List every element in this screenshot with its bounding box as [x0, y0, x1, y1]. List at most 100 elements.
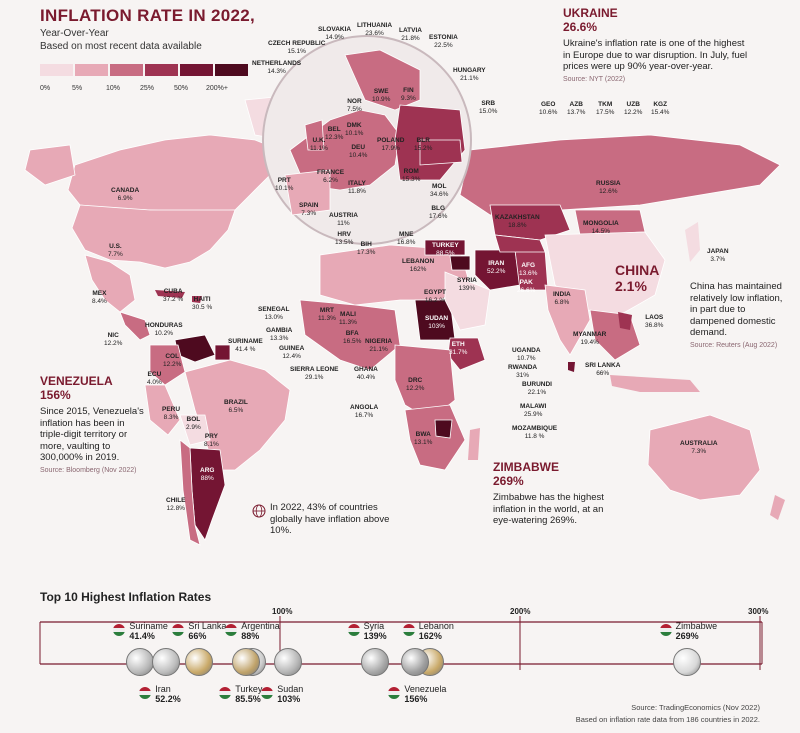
label-iran: IRAN 52.2% [487, 260, 506, 275]
coin-name: Turkey [235, 684, 263, 694]
label-brazil: BRAZIL 6.5% [224, 399, 248, 414]
coin-value: 162% [418, 631, 442, 641]
footer-source: Source: TradingEconomics (Nov 2022) [631, 703, 760, 712]
label-chile: CHILE 12.8% [166, 497, 186, 512]
label-azb: AZB 13.7% [567, 101, 586, 116]
label-geo: GEO 10.6% [539, 101, 558, 116]
flag-icon-syria [347, 624, 360, 636]
coin-iran [152, 648, 181, 676]
colombia-shape [149, 344, 186, 386]
label-mne: MNE 16.8% [397, 231, 416, 246]
label-sudan: SUDAN 103% [425, 315, 449, 330]
label-eth: ETH 31.7% [449, 341, 468, 356]
russia-shape [459, 134, 781, 216]
coin-label-suriname: Suriname 41.4% [129, 621, 168, 641]
sri-lanka-shape [568, 362, 575, 372]
label-uzb: UZB 12.2% [624, 101, 643, 116]
label-sri-lanka: SRI LANKA 66% [585, 362, 621, 377]
coin-label-argentina: Argentina 88% [241, 621, 280, 641]
label-slovakia: SLOVAKIA 14.9% [318, 26, 352, 41]
coin-name: Zimbabwe [675, 621, 718, 631]
west-africa-shape [299, 299, 401, 371]
canada-shape [67, 134, 281, 213]
label-drc: DRC 12.2% [406, 377, 425, 392]
top10-title: Top 10 Highest Inflation Rates [40, 590, 212, 604]
label-bwa: BWA 13.1% [414, 431, 433, 446]
label-nic: NIC 12.2% [104, 332, 123, 347]
callout-venezuela-name: VENEZUELA [40, 374, 113, 388]
label-col: COL 12.2% [163, 353, 182, 368]
coin-label-sri-lanka: Sri Lanka 66% [188, 621, 226, 641]
label-prt: PRT 10.1% [275, 177, 294, 192]
flag-icon-lebanon [402, 624, 415, 636]
label-hrv: HRV 13.5% [335, 231, 354, 246]
label-turkey: TURKEY 88.5% [432, 242, 459, 257]
label-laos: LAOS 36.8% [645, 314, 664, 329]
callout-china-text: China has maintained relatively low infl… [690, 281, 783, 338]
coin-sudan [274, 648, 303, 676]
label-nor: NOR 7.5% [347, 98, 362, 113]
coin-name: Suriname [129, 621, 168, 631]
label-guinea: GUINEA 12.4% [279, 345, 305, 360]
subtitle-line-2: Based on most recent data available [40, 41, 202, 52]
legend-swatch [215, 64, 248, 76]
label-czech: CZECH REPUBLIC 15.1% [268, 40, 326, 55]
coin-sri-lanka [185, 648, 214, 676]
arabia-shape [444, 271, 491, 331]
scandinavia-shape [344, 49, 421, 111]
label-honduras: HONDURAS 10.2% [145, 322, 183, 337]
callout-ukraine-name: UKRAINE [563, 6, 618, 20]
flag-icon-sri-lanka [172, 624, 185, 636]
callout-zimbabwe: ZIMBABWE 269% Zimbabwe has the highest i… [493, 460, 623, 527]
callout-venezuela-source: Source: Bloomberg (Nov 2022) [40, 466, 137, 474]
coin-name: Iran [155, 684, 171, 694]
label-latvia: LATVIA 21.8% [399, 27, 422, 42]
coin-turkey [232, 648, 261, 676]
label-blg: BLG 17.6% [429, 205, 448, 220]
subtitle: Year-Over-Year Based on most recent data… [40, 27, 202, 53]
note-text: In 2022, 43% of countries globally have … [270, 502, 390, 536]
coin-label-turkey: Turkey 85.5% [235, 684, 262, 704]
callout-ukraine-value: 26.6% [563, 20, 598, 34]
coin-syria [360, 648, 389, 676]
coin-value: 103% [277, 694, 301, 704]
legend-tick: 200%+ [206, 85, 228, 92]
label-canada: CANADA 6.9% [111, 187, 140, 202]
callout-zimbabwe-name: ZIMBABWE [493, 460, 559, 474]
footer-note: Based on inflation rate data from 186 co… [575, 715, 760, 724]
label-syria: SYRIA 139% [457, 277, 477, 292]
label-pak: PAK 26.6% [517, 279, 536, 294]
usa-shape [71, 204, 236, 269]
label-india: INDIA 6.8% [553, 291, 571, 306]
flag-icon-iran [139, 687, 152, 699]
label-cuba: CUBA 37.2 % [163, 288, 184, 303]
coin-label-syria: Syria 139% [364, 621, 387, 641]
world-map [24, 35, 785, 546]
bolivia-shape [179, 414, 211, 446]
callout-venezuela-value: 156% [40, 388, 71, 402]
australia-shape [647, 414, 761, 501]
label-fin: FIN 9.3% [401, 87, 416, 102]
label-kgz: KGZ 15.4% [651, 101, 670, 116]
flag-icon-venezuela [388, 687, 401, 699]
globe-icon [252, 504, 266, 518]
callout-china-value: 2.1% [615, 278, 647, 294]
label-senegal: SENEGAL 13.0% [258, 306, 290, 321]
coin-label-zimbabwe: Zimbabwe 269% [676, 621, 718, 641]
coin-name: Sudan [277, 684, 304, 694]
label-mex: MEX 8.4% [92, 290, 107, 305]
axis-label-300: 300% [748, 607, 769, 616]
callout-ukraine-text: Ukraine's inflation rate is one of the h… [563, 38, 748, 72]
new-zealand-shape [770, 495, 785, 520]
label-deu: DEU 10.4% [349, 144, 368, 159]
zimbabwe-shape [434, 419, 453, 439]
callout-zimbabwe-value: 269% [493, 474, 524, 488]
label-blr: BLR 15.2% [414, 137, 433, 152]
legend-tick: 5% [72, 85, 83, 92]
callout-china: CHINA 2.1% [615, 262, 785, 294]
label-ghana: GHANA 40.4% [354, 366, 378, 381]
label-afg: AFG 13.6% [519, 262, 538, 277]
axis-label-200: 200% [510, 607, 531, 616]
turkey-shape [424, 239, 466, 256]
legend: 0% 5% 10% 25% 50% 200%+ [40, 64, 248, 92]
